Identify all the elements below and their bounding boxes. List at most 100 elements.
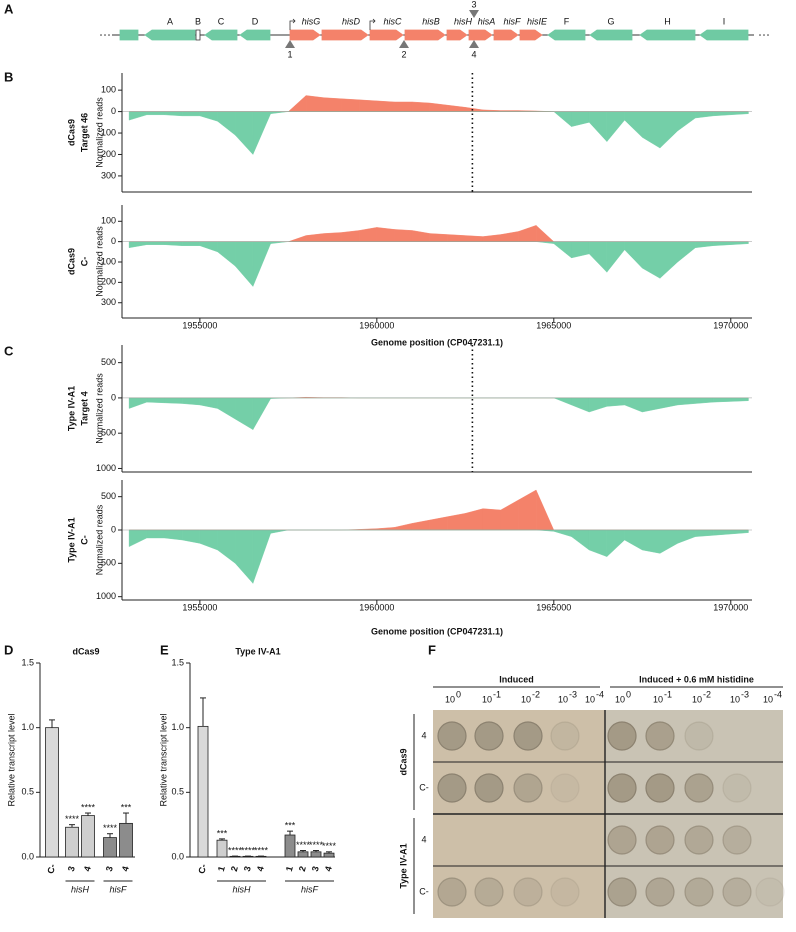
- target-label: 3: [471, 0, 476, 9]
- coverage-area: [660, 242, 678, 279]
- coverage-area: [625, 398, 643, 412]
- y-tick-label: 1.0: [171, 722, 184, 732]
- group-label: hisF: [301, 884, 319, 894]
- significance-label: ****: [65, 814, 80, 824]
- gene: [145, 30, 195, 40]
- coverage-area: [731, 242, 749, 245]
- y-tick-label: 1.0: [21, 722, 34, 732]
- coverage-area: [253, 112, 271, 155]
- coverage-area: [536, 225, 554, 241]
- group-label: hisH: [232, 884, 251, 894]
- dilution-base: 10: [692, 694, 702, 704]
- colony-spot: [646, 826, 674, 854]
- dilution-exponent: -1: [493, 689, 501, 699]
- coverage-area: [271, 112, 289, 114]
- ellipsis-dot: [767, 34, 769, 36]
- significance-label: ****: [322, 841, 337, 851]
- y-tick-label: 200: [101, 149, 116, 159]
- x-tick-label: 3: [104, 865, 115, 872]
- coverage-area: [607, 242, 625, 273]
- coverage-area: [200, 112, 218, 122]
- panel-letter: D: [4, 642, 13, 657]
- coverage-area: [713, 242, 731, 246]
- coverage-area: [731, 398, 749, 402]
- coverage-area: [235, 398, 253, 430]
- coverage-area: [164, 398, 182, 404]
- group-label: hisH: [71, 884, 90, 894]
- y-tick-label: 0.0: [21, 851, 34, 861]
- coverage-area: [642, 530, 660, 553]
- x-tick-label: 4: [323, 865, 334, 872]
- x-tick-label: 3: [310, 865, 321, 872]
- colony-spot: [514, 878, 542, 906]
- coverage-area: [412, 102, 430, 112]
- coverage-area: [324, 232, 342, 241]
- target-label: 4: [471, 49, 476, 59]
- coverage-area: [660, 112, 678, 148]
- colony-spot: [475, 774, 503, 802]
- gene-label: C: [218, 16, 225, 26]
- dilution-exponent: 0: [626, 689, 631, 699]
- ellipsis-dot: [104, 34, 106, 36]
- colony-spot: [723, 826, 751, 854]
- coverage-area: [731, 112, 749, 115]
- target-marker: [399, 40, 409, 48]
- dilution-base: 10: [585, 694, 595, 704]
- coverage-area: [430, 234, 448, 242]
- x-tick-label: 1960000: [359, 602, 394, 612]
- coverage-area: [642, 242, 660, 279]
- gene: [370, 30, 403, 40]
- y-axis-label: Relative transcript level: [158, 713, 168, 806]
- target-marker: [469, 40, 479, 48]
- colony-spot: [723, 878, 751, 906]
- ellipsis-dot: [763, 34, 765, 36]
- gene: [196, 30, 200, 40]
- bar: [120, 823, 133, 857]
- colony-spot: [608, 774, 636, 802]
- gene-label: hisA: [478, 16, 496, 26]
- coverage-area: [164, 242, 182, 246]
- x-tick-label: 2: [229, 865, 240, 872]
- track-label: Type IV-A1: [66, 386, 76, 431]
- gene: [322, 30, 368, 40]
- bar: [104, 838, 117, 857]
- colony-spot: [514, 774, 542, 802]
- track-label: C-: [79, 535, 89, 545]
- significance-label: ***: [121, 802, 132, 812]
- coverage-area: [147, 112, 165, 115]
- gene-label: hisC: [383, 16, 402, 26]
- x-tick-label: 1970000: [713, 320, 748, 330]
- coverage-area: [235, 242, 253, 287]
- gene: [120, 30, 138, 40]
- coverage-area: [660, 530, 678, 553]
- coverage-area: [129, 530, 147, 547]
- colony-spot: [514, 722, 542, 750]
- coverage-area: [448, 105, 466, 111]
- dilution-base: 10: [763, 694, 773, 704]
- significance-label: ****: [254, 845, 269, 855]
- y-tick-label: 300: [101, 170, 116, 180]
- x-tick-label: 4: [120, 865, 131, 872]
- y-tick-label: 0: [111, 524, 116, 534]
- coverage-area: [341, 99, 359, 112]
- coverage-area: [660, 398, 678, 409]
- coverage-area: [359, 227, 377, 241]
- y-tick-label: 1000: [96, 463, 116, 473]
- coverage-area: [377, 527, 395, 530]
- coverage-area: [642, 112, 660, 148]
- dilution-exponent: -1: [664, 689, 672, 699]
- coverage-area: [412, 230, 430, 241]
- dilution-exponent: 0: [456, 689, 461, 699]
- colony-spot: [608, 826, 636, 854]
- gene: [240, 30, 270, 40]
- strain-label: dCas9: [398, 748, 408, 775]
- gene: [700, 30, 748, 40]
- coverage-area: [448, 513, 466, 530]
- coverage-area: [129, 112, 147, 121]
- gene: [469, 30, 492, 40]
- dilution-base: 10: [482, 694, 492, 704]
- y-tick-label: 500: [101, 428, 116, 438]
- dilution-exponent: -3: [569, 689, 577, 699]
- coverage-area: [253, 398, 271, 430]
- coverage-area: [395, 102, 413, 112]
